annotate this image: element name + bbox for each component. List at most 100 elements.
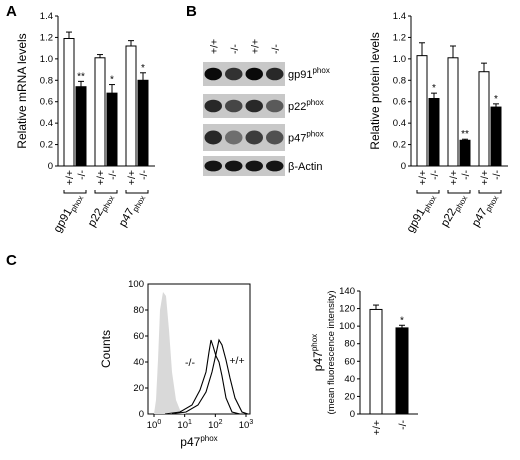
chart-c-significance: * bbox=[400, 315, 404, 326]
chart-b-bar bbox=[459, 139, 471, 167]
chart-b-y-label: Relative protein levels bbox=[368, 32, 382, 149]
chart-c-genotype-label: +/+ bbox=[371, 420, 383, 435]
blot-lane-label: -/- bbox=[270, 44, 282, 54]
panel-label-b: B bbox=[186, 3, 197, 20]
chart-c-y-tick-label: 120 bbox=[339, 304, 355, 315]
blot-band bbox=[225, 67, 243, 81]
chart-c-bar bbox=[369, 308, 383, 415]
blot-band bbox=[266, 130, 284, 145]
blot-band bbox=[245, 99, 263, 113]
chart-c-genotype-label: -/- bbox=[397, 420, 409, 430]
flow-x-tick-label: 102 bbox=[208, 419, 223, 431]
chart-a-group-bracket bbox=[125, 190, 149, 194]
chart-b-bar bbox=[428, 98, 440, 167]
chart-a-bar bbox=[125, 45, 137, 167]
chart-a-bar bbox=[94, 57, 106, 167]
chart-a-category-label: gp91phox bbox=[52, 192, 86, 236]
flow-x-tick-label: 103 bbox=[239, 419, 254, 431]
blot-strip bbox=[203, 156, 285, 176]
blot-band-label: β-Actin bbox=[288, 161, 322, 173]
blot-band bbox=[225, 160, 243, 172]
chart-b-y-tick-label: 1.4 bbox=[393, 11, 406, 22]
flow-y-tick-label: 100 bbox=[128, 279, 144, 290]
chart-b-y-tick-label: 1.2 bbox=[393, 32, 406, 43]
chart-b-y-tick-label: 0.6 bbox=[393, 97, 406, 108]
chart-b-y-tick-label: 0.4 bbox=[393, 118, 406, 129]
chart-a-y-tick-label: 1.2 bbox=[40, 32, 53, 43]
chart-a-significance: * bbox=[141, 63, 145, 74]
flow-y-label: Counts bbox=[99, 330, 113, 368]
chart-c-mean-fluorescence: 0 20 40 60 80 100 120 140 +/+ * -/- p47phox (mean fl… bbox=[310, 286, 418, 435]
chart-a-category-label: p47phox bbox=[117, 192, 147, 231]
flow-y-tick-label: 60 bbox=[133, 331, 144, 342]
chart-c-y-tick-label: 100 bbox=[339, 321, 355, 332]
blot-band-label: p22phox bbox=[288, 98, 324, 113]
chart-a-significance: ** bbox=[77, 71, 85, 82]
chart-c-bar bbox=[395, 327, 409, 415]
blot-band bbox=[245, 130, 263, 145]
chart-c-y-tick-label: 40 bbox=[344, 374, 355, 385]
chart-c-y-label-detail: (mean fluorescence intensity) bbox=[326, 290, 337, 414]
chart-a-genotype-label: -/- bbox=[76, 170, 88, 180]
chart-a-y-label: Relative mRNA levels bbox=[15, 33, 29, 148]
chart-a-bar bbox=[106, 92, 118, 167]
panel-label-c: C bbox=[6, 252, 17, 269]
blot-band bbox=[245, 67, 263, 81]
chart-b-genotype-label: -/- bbox=[429, 170, 441, 180]
chart-b-y-tick-label: 0.2 bbox=[393, 140, 406, 151]
flow-x-label: p47phox bbox=[180, 434, 217, 449]
blot-band bbox=[204, 160, 222, 172]
chart-b-y-tick-label: 1.0 bbox=[393, 54, 406, 65]
blot-band bbox=[204, 130, 222, 145]
chart-a-mrna-levels: 0 0.2 0.4 0.6 0.8 1.0 1.2 1.4 Relative mRNA leve… bbox=[15, 11, 155, 236]
chart-a-genotype-label: -/- bbox=[138, 170, 150, 180]
chart-b-protein-levels: 0 0.2 0.4 0.6 0.8 1.0 1.2 1.4 Relative protein l… bbox=[368, 11, 508, 236]
flow-wildtype-histogram bbox=[171, 338, 249, 415]
flow-x-tick-label: 101 bbox=[177, 419, 192, 431]
blot-band-label: p47phox bbox=[288, 130, 324, 145]
chart-b-bar bbox=[490, 106, 502, 167]
chart-c-y-tick-label: 80 bbox=[344, 339, 355, 350]
blot-band bbox=[245, 160, 263, 172]
chart-b-bar bbox=[447, 57, 459, 167]
blot-lane-label: +/+ bbox=[249, 39, 261, 54]
flow-y-tick-label: 40 bbox=[133, 357, 144, 368]
flow-wildtype-annotation: +/+ bbox=[229, 355, 244, 367]
chart-b-genotype-label: +/+ bbox=[417, 170, 429, 185]
chart-a-genotype-label: -/- bbox=[107, 170, 119, 180]
chart-a-y-tick-label: 0.2 bbox=[40, 140, 53, 151]
chart-c-y-tick-label: 60 bbox=[344, 356, 355, 367]
chart-b-bar bbox=[416, 55, 428, 167]
panel-label-a: A bbox=[6, 3, 17, 20]
chart-b-y-tick-label: 0 bbox=[401, 161, 406, 172]
flow-x-tick-label: 100 bbox=[147, 419, 162, 431]
blot-lane-label: -/- bbox=[229, 44, 241, 54]
flow-plot-frame bbox=[147, 283, 251, 415]
blot-band bbox=[225, 99, 243, 113]
chart-a-significance: * bbox=[110, 75, 114, 86]
chart-b-bar bbox=[478, 71, 490, 167]
chart-b-group-bracket bbox=[478, 190, 502, 194]
chart-b-genotype-label: +/+ bbox=[448, 170, 460, 185]
chart-b-category-label: gp91phox bbox=[405, 192, 439, 236]
chart-c-y-tick-label: 140 bbox=[339, 286, 355, 297]
chart-c-y-label: p47phox bbox=[310, 334, 325, 371]
chart-a-bar bbox=[63, 38, 75, 167]
blot-band bbox=[266, 99, 284, 113]
blot-band-label: gp91phox bbox=[288, 66, 330, 81]
flow-knockout-annotation: -/- bbox=[185, 357, 195, 369]
chart-a-bar bbox=[137, 79, 149, 167]
chart-a-category-label: p22phox bbox=[86, 192, 116, 231]
flow-isotype-histogram bbox=[154, 292, 186, 414]
chart-c-y-tick-label: 20 bbox=[344, 391, 355, 402]
chart-b-genotype-label: -/- bbox=[460, 170, 472, 180]
chart-b-significance: * bbox=[432, 83, 436, 94]
chart-b-genotype-label: -/- bbox=[491, 170, 503, 180]
chart-b-group-bracket bbox=[447, 190, 471, 194]
flow-cytometry-histogram: 100 101 102 103010080604020Countsp47phox-/-… bbox=[99, 279, 253, 449]
chart-a-group-bracket bbox=[63, 190, 87, 194]
flow-y-tick-label: 80 bbox=[133, 305, 144, 316]
chart-a-y-tick-label: 0.4 bbox=[40, 118, 53, 129]
chart-b-category-label: p47phox bbox=[470, 192, 500, 231]
chart-a-group-bracket bbox=[94, 190, 118, 194]
